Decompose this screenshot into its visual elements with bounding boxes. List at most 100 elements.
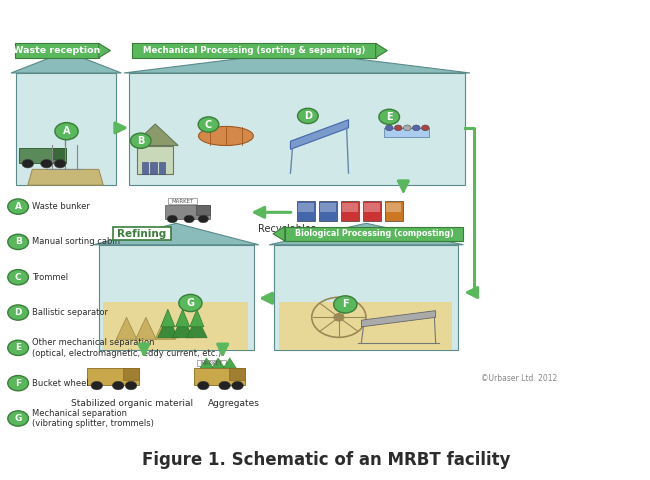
Text: MARKET: MARKET bbox=[172, 199, 194, 204]
FancyBboxPatch shape bbox=[138, 145, 173, 174]
Polygon shape bbox=[99, 43, 110, 58]
Circle shape bbox=[8, 270, 29, 285]
FancyBboxPatch shape bbox=[133, 43, 376, 58]
Polygon shape bbox=[361, 311, 436, 327]
FancyBboxPatch shape bbox=[51, 148, 66, 159]
FancyBboxPatch shape bbox=[341, 201, 359, 221]
Circle shape bbox=[395, 125, 402, 131]
FancyBboxPatch shape bbox=[229, 368, 245, 380]
Circle shape bbox=[219, 381, 231, 390]
FancyBboxPatch shape bbox=[297, 201, 315, 221]
Circle shape bbox=[333, 313, 344, 321]
Text: G: G bbox=[187, 298, 194, 308]
Polygon shape bbox=[94, 223, 259, 245]
FancyBboxPatch shape bbox=[113, 227, 171, 240]
Text: D: D bbox=[14, 308, 22, 317]
Circle shape bbox=[131, 133, 151, 148]
FancyBboxPatch shape bbox=[363, 201, 381, 221]
Polygon shape bbox=[187, 316, 207, 338]
FancyBboxPatch shape bbox=[103, 302, 248, 350]
Text: Waste bunker: Waste bunker bbox=[32, 202, 90, 211]
Text: Mechanical Processing (sorting & separating): Mechanical Processing (sorting & separat… bbox=[143, 46, 365, 55]
Circle shape bbox=[198, 215, 209, 223]
Text: Biological Processing (composting): Biological Processing (composting) bbox=[294, 229, 454, 238]
FancyBboxPatch shape bbox=[142, 162, 148, 174]
Circle shape bbox=[412, 125, 420, 131]
Text: Trommel: Trommel bbox=[32, 273, 68, 282]
Polygon shape bbox=[190, 309, 204, 327]
Polygon shape bbox=[155, 317, 176, 339]
Polygon shape bbox=[291, 120, 348, 149]
Circle shape bbox=[231, 381, 243, 390]
Polygon shape bbox=[172, 316, 193, 338]
FancyBboxPatch shape bbox=[298, 203, 314, 212]
Polygon shape bbox=[224, 358, 236, 368]
FancyBboxPatch shape bbox=[129, 73, 465, 185]
FancyBboxPatch shape bbox=[280, 302, 452, 350]
Polygon shape bbox=[28, 169, 103, 185]
Text: ©Urbaser Ltd. 2012: ©Urbaser Ltd. 2012 bbox=[481, 374, 557, 383]
FancyBboxPatch shape bbox=[342, 203, 358, 212]
FancyBboxPatch shape bbox=[159, 162, 165, 174]
FancyBboxPatch shape bbox=[164, 205, 210, 218]
Text: Stabilized organic material: Stabilized organic material bbox=[72, 399, 194, 408]
FancyBboxPatch shape bbox=[20, 148, 66, 163]
Text: F: F bbox=[15, 379, 21, 388]
Circle shape bbox=[41, 159, 52, 168]
Text: Waste reception: Waste reception bbox=[13, 46, 101, 55]
FancyBboxPatch shape bbox=[385, 201, 403, 221]
Text: A: A bbox=[14, 202, 21, 211]
Circle shape bbox=[198, 117, 219, 132]
Text: D: D bbox=[304, 111, 312, 121]
Circle shape bbox=[379, 109, 400, 124]
Text: Manual sorting cabin: Manual sorting cabin bbox=[32, 238, 120, 246]
FancyBboxPatch shape bbox=[16, 73, 116, 185]
Polygon shape bbox=[376, 43, 387, 58]
Circle shape bbox=[91, 381, 103, 390]
Circle shape bbox=[198, 381, 209, 390]
Text: MARKET: MARKET bbox=[201, 360, 223, 366]
FancyBboxPatch shape bbox=[197, 360, 226, 366]
FancyBboxPatch shape bbox=[384, 128, 429, 137]
Circle shape bbox=[54, 159, 66, 168]
Polygon shape bbox=[176, 309, 190, 327]
Text: C: C bbox=[205, 120, 212, 130]
Circle shape bbox=[8, 199, 29, 214]
Circle shape bbox=[8, 234, 29, 250]
FancyBboxPatch shape bbox=[274, 245, 458, 350]
Circle shape bbox=[404, 125, 411, 131]
Text: F: F bbox=[342, 300, 348, 310]
Text: Bucket wheel: Bucket wheel bbox=[32, 379, 89, 388]
FancyBboxPatch shape bbox=[168, 199, 197, 204]
Polygon shape bbox=[212, 358, 225, 368]
Polygon shape bbox=[133, 124, 178, 145]
Circle shape bbox=[112, 381, 124, 390]
Polygon shape bbox=[136, 317, 156, 339]
Polygon shape bbox=[269, 223, 463, 245]
Text: C: C bbox=[15, 273, 21, 282]
Circle shape bbox=[22, 159, 34, 168]
Circle shape bbox=[184, 215, 194, 223]
Circle shape bbox=[333, 296, 357, 313]
Circle shape bbox=[385, 125, 393, 131]
Text: E: E bbox=[15, 343, 21, 352]
FancyBboxPatch shape bbox=[319, 201, 337, 221]
Text: Aggregates: Aggregates bbox=[209, 399, 260, 408]
Text: E: E bbox=[386, 112, 393, 122]
Text: Other mechanical separation
(optical, electromagnetic, eddy current, etc.): Other mechanical separation (optical, el… bbox=[32, 338, 222, 358]
Text: B: B bbox=[137, 136, 144, 146]
Polygon shape bbox=[161, 309, 175, 327]
Text: Recyclables: Recyclables bbox=[258, 224, 316, 234]
FancyBboxPatch shape bbox=[87, 368, 139, 384]
Polygon shape bbox=[124, 51, 470, 73]
Circle shape bbox=[8, 340, 29, 356]
Polygon shape bbox=[11, 51, 122, 73]
Polygon shape bbox=[157, 316, 178, 338]
Circle shape bbox=[179, 294, 202, 312]
FancyBboxPatch shape bbox=[285, 227, 463, 241]
Circle shape bbox=[8, 375, 29, 391]
Text: Mechanical separation
(vibrating splitter, trommels): Mechanical separation (vibrating splitte… bbox=[32, 409, 154, 428]
Text: Ballistic separator: Ballistic separator bbox=[32, 308, 109, 317]
FancyBboxPatch shape bbox=[15, 43, 99, 58]
Circle shape bbox=[55, 122, 78, 140]
